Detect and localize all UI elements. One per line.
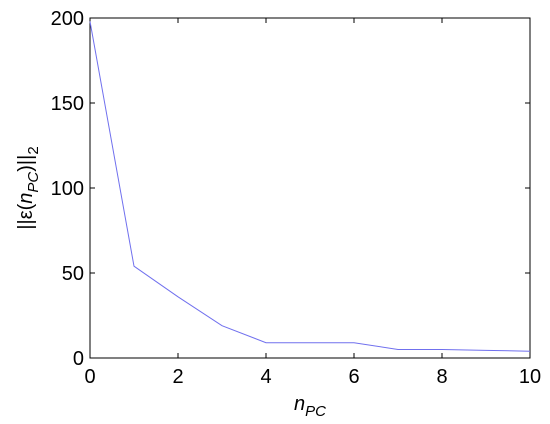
plot-frame <box>89 17 531 359</box>
y-tick-label: 150 <box>51 93 84 115</box>
y-tick-label: 0 <box>73 348 84 370</box>
y-label-part: 2 <box>25 146 42 154</box>
x-tick-label: 0 <box>84 366 95 388</box>
y-tick-label: 200 <box>51 8 84 30</box>
x-label-part: PC <box>305 403 326 420</box>
data-line <box>89 21 531 352</box>
x-axis-label: nPC <box>294 393 326 420</box>
y-label-part: )|| <box>15 155 37 172</box>
y-tick-label: 50 <box>62 263 84 285</box>
x-tick-label: 6 <box>348 366 359 388</box>
y-label-part: PC <box>25 172 42 193</box>
y-label-part: n <box>15 193 37 204</box>
y-label-part: ||ε( <box>15 203 37 229</box>
x-tick-label: 2 <box>172 366 183 388</box>
x-tick-label: 4 <box>260 366 271 388</box>
y-tick-label: 100 <box>51 178 84 200</box>
y-axis-label: ||ε(nPC)||2 <box>15 146 42 229</box>
x-tick-label: 8 <box>436 366 447 388</box>
x-label-part: n <box>294 393 305 415</box>
x-tick-label: 10 <box>519 366 541 388</box>
